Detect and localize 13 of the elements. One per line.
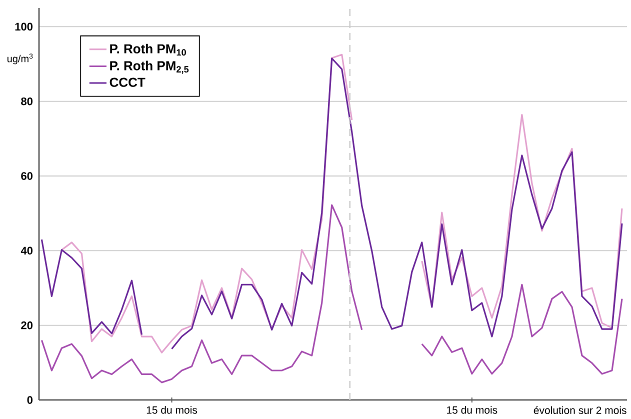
- x-tick-label: 15 du mois: [447, 406, 498, 414]
- legend-label: CCCT: [110, 78, 146, 87]
- legend-label: P. Roth PM$_{2,5}$: [110, 60, 189, 74]
- y-tick-label: 100: [15, 22, 33, 31]
- y-tick-label: 60: [21, 172, 33, 180]
- y-tick-label: 40: [20, 246, 33, 255]
- y-tick-label: 20: [21, 321, 33, 330]
- y-tick-label: 0: [27, 396, 33, 404]
- y-axis-title: ug/m$^{3}$: [7, 54, 33, 64]
- legend-label: P. Roth PM$_{10}$: [110, 44, 186, 56]
- text: évolution sur 2 mois: [534, 406, 626, 414]
- y-tick-label: 80: [21, 97, 33, 106]
- x-tick-label: 15 du mois: [146, 406, 198, 414]
